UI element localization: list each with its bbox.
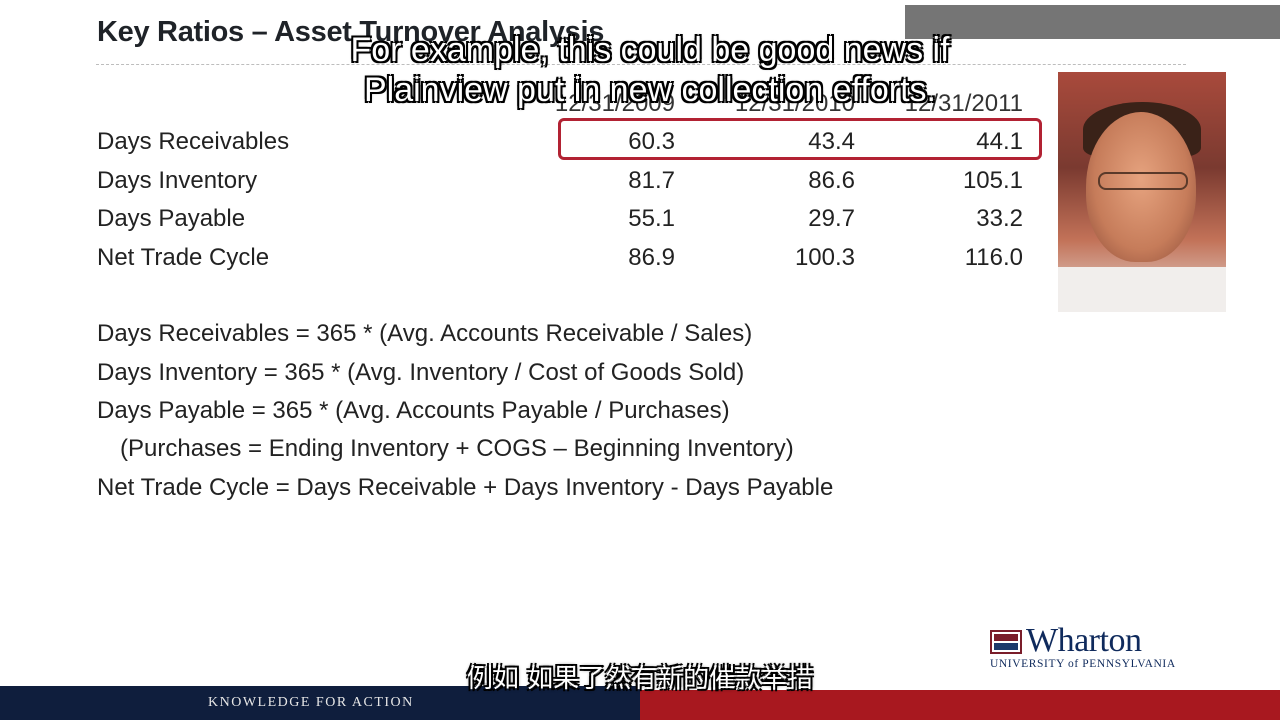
row-label-days-payable: Days Payable (97, 205, 246, 232)
table-cell: 29.7 (808, 205, 855, 232)
title-divider (96, 64, 1186, 65)
speaker-video (1058, 72, 1226, 312)
row-label-net-trade-cycle: Net Trade Cycle (97, 244, 270, 271)
table-cell: 44.1 (976, 128, 1023, 155)
table-cell: 100.3 (794, 244, 855, 271)
wharton-wordmark: Wharton (1026, 622, 1142, 659)
table-cell: 60.3 (628, 128, 675, 155)
table-cell: 33.2 (976, 205, 1023, 232)
formula-days-payable: Days Payable = 365 * (Avg. Accounts Paya… (97, 397, 730, 424)
row-label-days-inventory: Days Inventory (97, 167, 258, 194)
column-header-2009: 12/31/2009 (554, 90, 675, 117)
wharton-logo: Wharton UNIVERSITY of PENNSYLVANIA (988, 622, 1193, 674)
table-cell: 105.1 (962, 167, 1023, 194)
highlight-box-days-receivables (558, 118, 1042, 160)
footer-bar-red (640, 690, 1280, 720)
speaker-shirt (1058, 267, 1226, 312)
formula-days-receivables: Days Receivables = 365 * (Avg. Accounts … (97, 320, 753, 347)
subtitle-chinese: 例如 如果了然有新的催款举措 (466, 664, 814, 694)
row-label-days-receivables: Days Receivables (97, 128, 290, 155)
table-cell: 55.1 (628, 205, 675, 232)
footer-bar-blue (0, 686, 640, 720)
column-header-2010: 12/31/2010 (734, 90, 855, 117)
formula-purchases: (Purchases = Ending Inventory + COGS – B… (120, 435, 794, 462)
top-overlay-box (905, 5, 1280, 39)
table-cell: 43.4 (808, 128, 855, 155)
penn-shield-icon (990, 630, 1022, 654)
table-cell: 86.9 (628, 244, 675, 271)
table-cell: 116.0 (964, 244, 1023, 271)
table-cell: 86.6 (808, 167, 855, 194)
slide-title: Key Ratios – Asset Turnover Analysis (97, 16, 605, 48)
wharton-university-line: UNIVERSITY of PENNSYLVANIA (990, 658, 1176, 670)
formula-net-trade-cycle: Net Trade Cycle = Days Receivable + Days… (97, 474, 834, 501)
column-header-2011: 12/31/2011 (904, 90, 1023, 117)
table-cell: 81.7 (628, 167, 675, 194)
footer-tagline: KNOWLEDGE FOR ACTION (208, 695, 414, 710)
speaker-glasses (1098, 172, 1188, 190)
formula-days-inventory: Days Inventory = 365 * (Avg. Inventory /… (97, 359, 745, 386)
subtitle-english: For example, this could be good news if … (350, 30, 950, 109)
